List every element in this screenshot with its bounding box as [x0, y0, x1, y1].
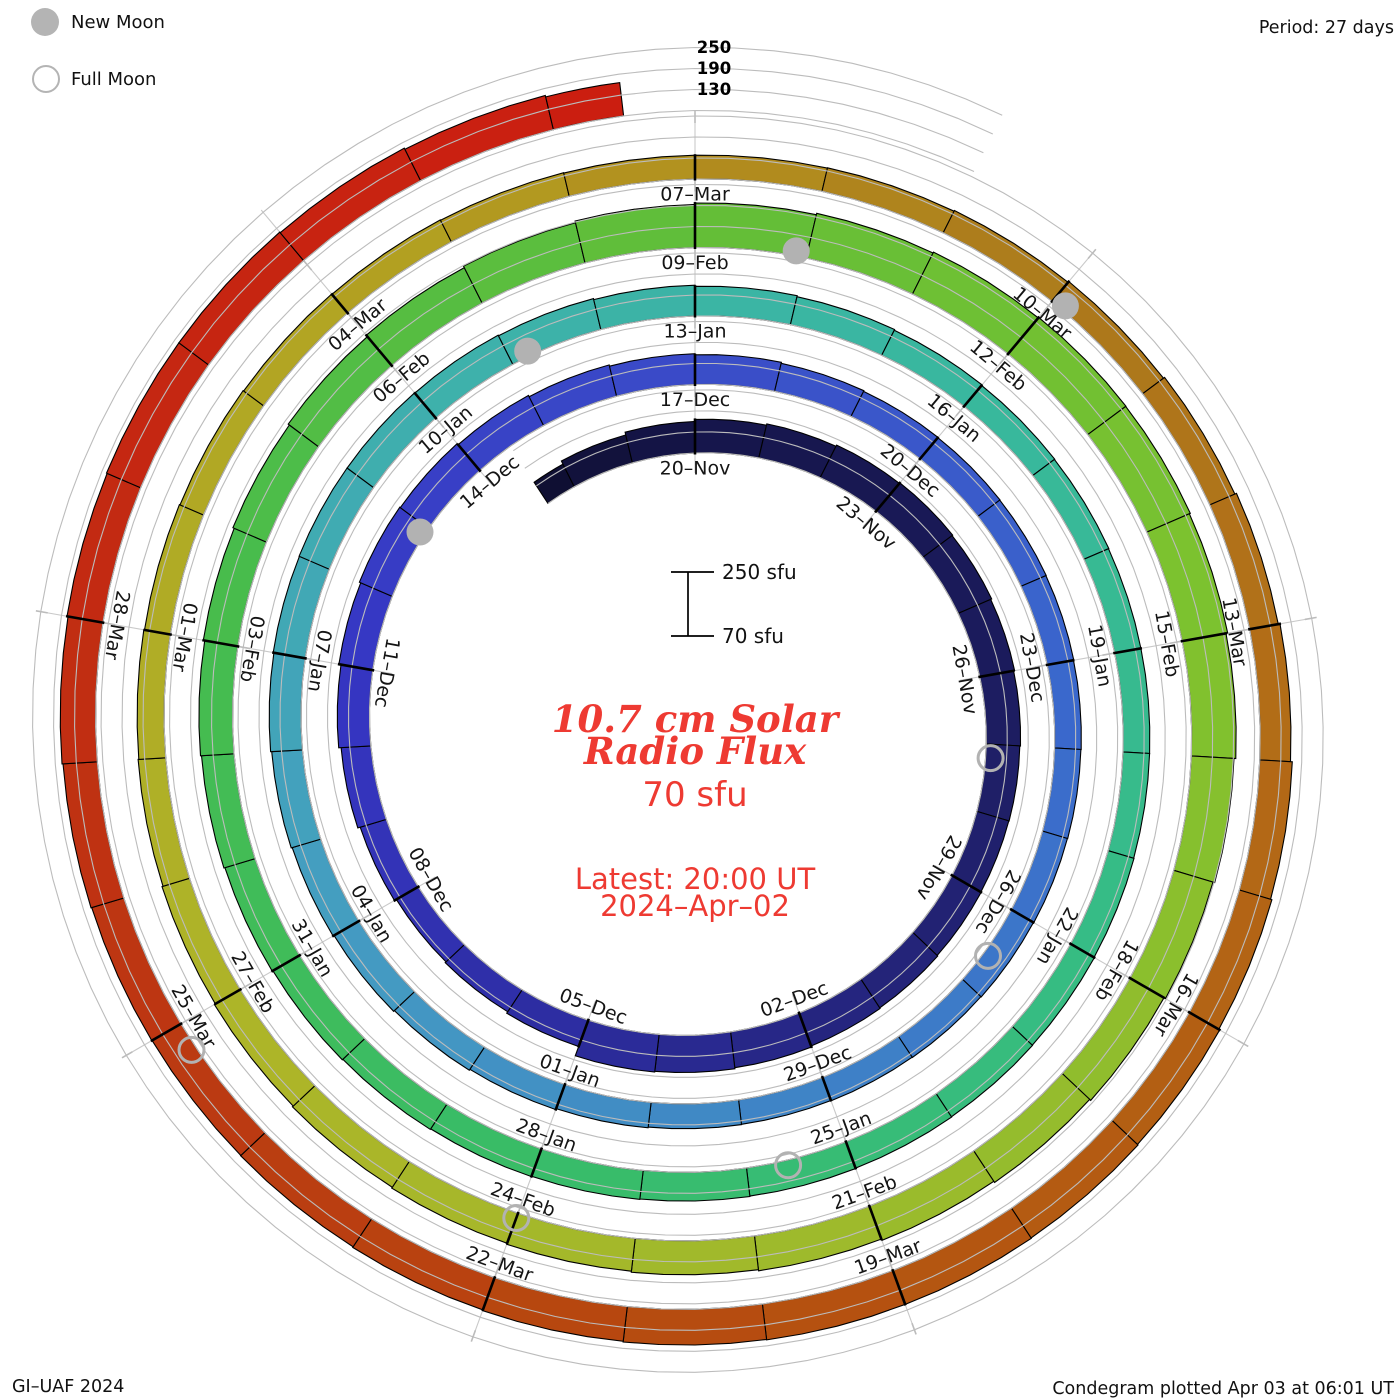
three-day-ticks: [35, 111, 1317, 1342]
svg-text:13–Jan: 13–Jan: [664, 321, 727, 343]
new-moon-icon: [31, 8, 59, 36]
full-moon-label: Full Moon: [71, 69, 157, 90]
svg-text:09–Feb: 09–Feb: [661, 252, 728, 274]
chart-title-line2: Radio Flux: [583, 729, 807, 773]
spiral-gridlines: [32, 46, 1324, 1373]
svg-text:20–Nov: 20–Nov: [660, 458, 731, 480]
new-moon-label: New Moon: [71, 12, 165, 33]
latest-date: 2024–Apr–02: [600, 889, 790, 923]
scale-bottom-label: 70 sfu: [722, 624, 784, 648]
period-label: Period: 27 days: [1258, 18, 1394, 38]
svg-text:190: 190: [697, 59, 731, 78]
scale-top-label: 250 sfu: [722, 560, 797, 584]
svg-text:250: 250: [697, 38, 731, 57]
full-moon-icon: [32, 65, 60, 93]
credit-label: GI–UAF 2024: [12, 1377, 125, 1397]
latest-flux-value: 70 sfu: [642, 775, 748, 815]
svg-text:17–Dec: 17–Dec: [660, 389, 730, 411]
flux-scale-bar: [671, 571, 714, 637]
svg-text:130: 130: [697, 80, 731, 99]
chart-title-line1: 10.7 cm Solar: [551, 697, 839, 741]
moon-phase-markers: [177, 237, 1079, 1232]
plotted-timestamp: Condegram plotted Apr 03 at 06:01 UT: [1052, 1379, 1394, 1399]
latest-time: Latest: 20:00 UT: [574, 862, 816, 896]
flux-axis-labels: 130 190 250: [697, 38, 731, 99]
svg-text:07–Mar: 07–Mar: [660, 184, 730, 206]
